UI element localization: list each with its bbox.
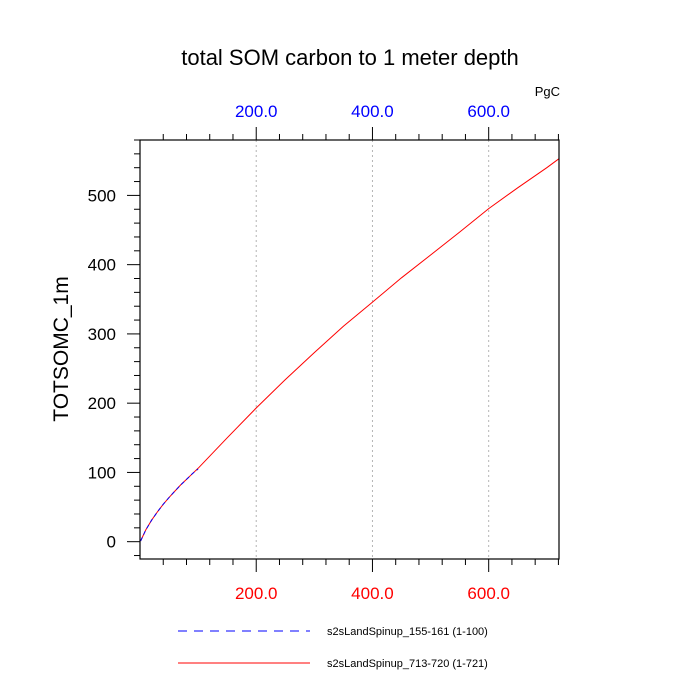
series-line-2: [140, 158, 560, 542]
grid-lines: [255, 140, 490, 559]
y-tick-label: 0: [107, 533, 116, 552]
y-tick-label: 400: [88, 256, 116, 275]
series-line-1: [140, 468, 199, 542]
x-tick-label-top: 400.0: [351, 102, 394, 121]
legend: s2sLandSpinup_155-161 (1-100) s2sLandSpin…: [178, 626, 488, 670]
y-tick-label: 100: [88, 463, 116, 482]
chart-title: total SOM carbon to 1 meter depth: [181, 45, 519, 70]
x-tick-label-bottom: 400.0: [351, 584, 394, 603]
x-tick-label-bottom: 200.0: [235, 584, 278, 603]
y-tick-label: 500: [88, 186, 116, 205]
axis-ticks: [127, 127, 559, 572]
top-axis-unit: PgC: [535, 84, 560, 99]
x-tick-label-bottom: 600.0: [467, 584, 510, 603]
y-tick-label: 300: [88, 325, 116, 344]
legend-label-1: s2sLandSpinup_155-161 (1-100): [327, 626, 488, 638]
series-layer: [140, 158, 560, 542]
x-tick-label-top: 600.0: [467, 102, 510, 121]
y-axis-label: TOTSOMC_1m: [50, 276, 73, 421]
legend-label-2: s2sLandSpinup_713-720 (1-721): [327, 658, 488, 670]
y-tick-label: 200: [88, 394, 116, 413]
axis-tick-labels: 200.0 200.0 400.0 400.0 600.0 600.0 0 100 200 300…: [88, 102, 510, 603]
x-tick-label-top: 200.0: [235, 102, 278, 121]
